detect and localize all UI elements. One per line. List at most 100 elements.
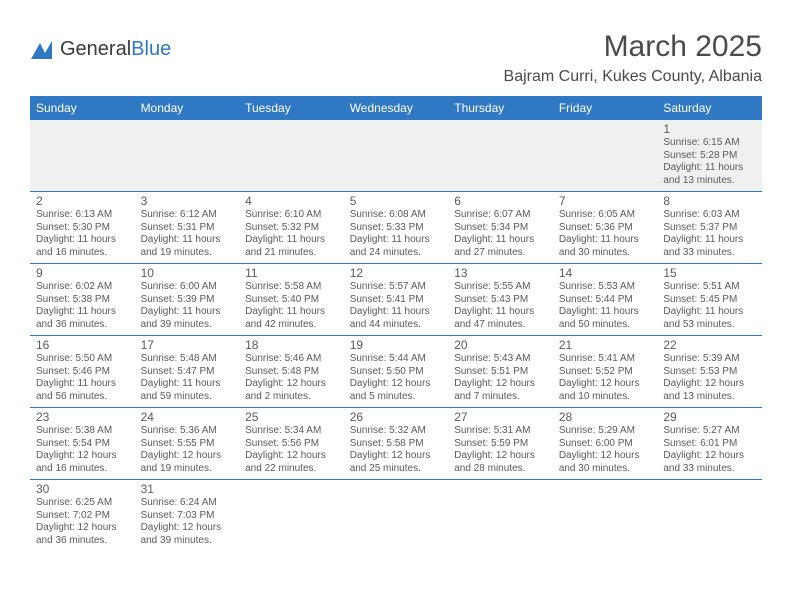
sunrise-line: Sunrise: 6:15 AM: [663, 137, 756, 150]
daylight-line-1: Daylight: 12 hours: [454, 378, 547, 391]
day-info: Sunrise: 6:02 AMSunset: 5:38 PMDaylight:…: [36, 281, 129, 331]
sunset-line: Sunset: 5:36 PM: [559, 222, 652, 235]
calendar-day-cell: 26Sunrise: 5:32 AMSunset: 5:58 PMDayligh…: [344, 408, 449, 480]
sunrise-line: Sunrise: 6:13 AM: [36, 209, 129, 222]
daylight-line-1: Daylight: 12 hours: [663, 378, 756, 391]
logo-brand-b: Blue: [131, 38, 171, 60]
daylight-line-2: and 50 minutes.: [559, 319, 652, 332]
calendar-empty-cell: [344, 480, 449, 552]
sunrise-line: Sunrise: 6:12 AM: [141, 209, 234, 222]
calendar-week-row: 1Sunrise: 6:15 AMSunset: 5:28 PMDaylight…: [30, 120, 762, 192]
sunset-line: Sunset: 5:39 PM: [141, 294, 234, 307]
sunrise-line: Sunrise: 5:29 AM: [559, 425, 652, 438]
calendar-day-cell: 5Sunrise: 6:08 AMSunset: 5:33 PMDaylight…: [344, 192, 449, 264]
weekday-header-row: SundayMondayTuesdayWednesdayThursdayFrid…: [30, 96, 762, 120]
sunset-line: Sunset: 5:33 PM: [350, 222, 443, 235]
daylight-line-1: Daylight: 11 hours: [454, 234, 547, 247]
day-info: Sunrise: 5:41 AMSunset: 5:52 PMDaylight:…: [559, 353, 652, 403]
day-number: 3: [141, 194, 234, 208]
day-number: 20: [454, 338, 547, 352]
day-info: Sunrise: 5:27 AMSunset: 6:01 PMDaylight:…: [663, 425, 756, 475]
day-number: 27: [454, 410, 547, 424]
sunset-line: Sunset: 5:32 PM: [245, 222, 338, 235]
sunrise-line: Sunrise: 5:55 AM: [454, 281, 547, 294]
daylight-line-2: and 7 minutes.: [454, 391, 547, 404]
day-info: Sunrise: 6:00 AMSunset: 5:39 PMDaylight:…: [141, 281, 234, 331]
sunset-line: Sunset: 5:47 PM: [141, 366, 234, 379]
daylight-line-2: and 33 minutes.: [663, 463, 756, 476]
day-number: 16: [36, 338, 129, 352]
sunset-line: Sunset: 5:56 PM: [245, 438, 338, 451]
daylight-line-2: and 2 minutes.: [245, 391, 338, 404]
day-info: Sunrise: 5:38 AMSunset: 5:54 PMDaylight:…: [36, 425, 129, 475]
calendar-day-cell: 3Sunrise: 6:12 AMSunset: 5:31 PMDaylight…: [135, 192, 240, 264]
daylight-line-1: Daylight: 11 hours: [141, 306, 234, 319]
sunset-line: Sunset: 5:54 PM: [36, 438, 129, 451]
day-number: 10: [141, 266, 234, 280]
sunrise-line: Sunrise: 6:03 AM: [663, 209, 756, 222]
day-number: 28: [559, 410, 652, 424]
sunset-line: Sunset: 5:53 PM: [663, 366, 756, 379]
sunset-line: Sunset: 6:01 PM: [663, 438, 756, 451]
daylight-line-2: and 36 minutes.: [36, 319, 129, 332]
daylight-line-1: Daylight: 12 hours: [141, 450, 234, 463]
day-number: 25: [245, 410, 338, 424]
calendar-day-cell: 1Sunrise: 6:15 AMSunset: 5:28 PMDaylight…: [657, 120, 762, 192]
day-number: 4: [245, 194, 338, 208]
calendar-day-cell: 11Sunrise: 5:58 AMSunset: 5:40 PMDayligh…: [239, 264, 344, 336]
daylight-line-1: Daylight: 12 hours: [454, 450, 547, 463]
daylight-line-2: and 22 minutes.: [245, 463, 338, 476]
calendar-day-cell: 16Sunrise: 5:50 AMSunset: 5:46 PMDayligh…: [30, 336, 135, 408]
daylight-line-1: Daylight: 11 hours: [663, 306, 756, 319]
day-info: Sunrise: 6:13 AMSunset: 5:30 PMDaylight:…: [36, 209, 129, 259]
daylight-line-1: Daylight: 11 hours: [559, 306, 652, 319]
calendar-day-cell: 14Sunrise: 5:53 AMSunset: 5:44 PMDayligh…: [553, 264, 658, 336]
day-info: Sunrise: 5:55 AMSunset: 5:43 PMDaylight:…: [454, 281, 547, 331]
sunrise-line: Sunrise: 5:36 AM: [141, 425, 234, 438]
daylight-line-2: and 24 minutes.: [350, 247, 443, 260]
calendar-week-row: 2Sunrise: 6:13 AMSunset: 5:30 PMDaylight…: [30, 192, 762, 264]
day-info: Sunrise: 5:39 AMSunset: 5:53 PMDaylight:…: [663, 353, 756, 403]
day-info: Sunrise: 6:15 AMSunset: 5:28 PMDaylight:…: [663, 137, 756, 187]
day-number: 13: [454, 266, 547, 280]
sunrise-line: Sunrise: 6:10 AM: [245, 209, 338, 222]
calendar-empty-cell: [239, 480, 344, 552]
sunrise-line: Sunrise: 5:41 AM: [559, 353, 652, 366]
daylight-line-2: and 27 minutes.: [454, 247, 547, 260]
calendar-day-cell: 18Sunrise: 5:46 AMSunset: 5:48 PMDayligh…: [239, 336, 344, 408]
day-number: 9: [36, 266, 129, 280]
calendar-day-cell: 23Sunrise: 5:38 AMSunset: 5:54 PMDayligh…: [30, 408, 135, 480]
day-number: 5: [350, 194, 443, 208]
day-number: 31: [141, 482, 234, 496]
daylight-line-1: Daylight: 11 hours: [245, 306, 338, 319]
page: GeneralBlue March 2025 Bajram Curri, Kuk…: [0, 0, 792, 561]
sunset-line: Sunset: 5:40 PM: [245, 294, 338, 307]
weekday-header: Sunday: [30, 96, 135, 120]
calendar-empty-cell: [657, 480, 762, 552]
daylight-line-1: Daylight: 12 hours: [141, 522, 234, 535]
sunset-line: Sunset: 5:51 PM: [454, 366, 547, 379]
calendar-day-cell: 27Sunrise: 5:31 AMSunset: 5:59 PMDayligh…: [448, 408, 553, 480]
day-info: Sunrise: 5:48 AMSunset: 5:47 PMDaylight:…: [141, 353, 234, 403]
calendar-empty-cell: [239, 120, 344, 192]
calendar-day-cell: 12Sunrise: 5:57 AMSunset: 5:41 PMDayligh…: [344, 264, 449, 336]
daylight-line-1: Daylight: 12 hours: [36, 522, 129, 535]
sunset-line: Sunset: 5:59 PM: [454, 438, 547, 451]
daylight-line-1: Daylight: 11 hours: [350, 306, 443, 319]
sunrise-line: Sunrise: 5:51 AM: [663, 281, 756, 294]
sunset-line: Sunset: 5:38 PM: [36, 294, 129, 307]
calendar-day-cell: 28Sunrise: 5:29 AMSunset: 6:00 PMDayligh…: [553, 408, 658, 480]
logo-brand-a: General: [60, 38, 131, 60]
daylight-line-2: and 28 minutes.: [454, 463, 547, 476]
sunset-line: Sunset: 6:00 PM: [559, 438, 652, 451]
day-info: Sunrise: 5:46 AMSunset: 5:48 PMDaylight:…: [245, 353, 338, 403]
calendar-week-row: 16Sunrise: 5:50 AMSunset: 5:46 PMDayligh…: [30, 336, 762, 408]
day-number: 19: [350, 338, 443, 352]
calendar-day-cell: 15Sunrise: 5:51 AMSunset: 5:45 PMDayligh…: [657, 264, 762, 336]
daylight-line-1: Daylight: 11 hours: [559, 234, 652, 247]
daylight-line-2: and 19 minutes.: [141, 247, 234, 260]
calendar-day-cell: 31Sunrise: 6:24 AMSunset: 7:03 PMDayligh…: [135, 480, 240, 552]
calendar-day-cell: 22Sunrise: 5:39 AMSunset: 5:53 PMDayligh…: [657, 336, 762, 408]
calendar-day-cell: 2Sunrise: 6:13 AMSunset: 5:30 PMDaylight…: [30, 192, 135, 264]
day-info: Sunrise: 6:03 AMSunset: 5:37 PMDaylight:…: [663, 209, 756, 259]
